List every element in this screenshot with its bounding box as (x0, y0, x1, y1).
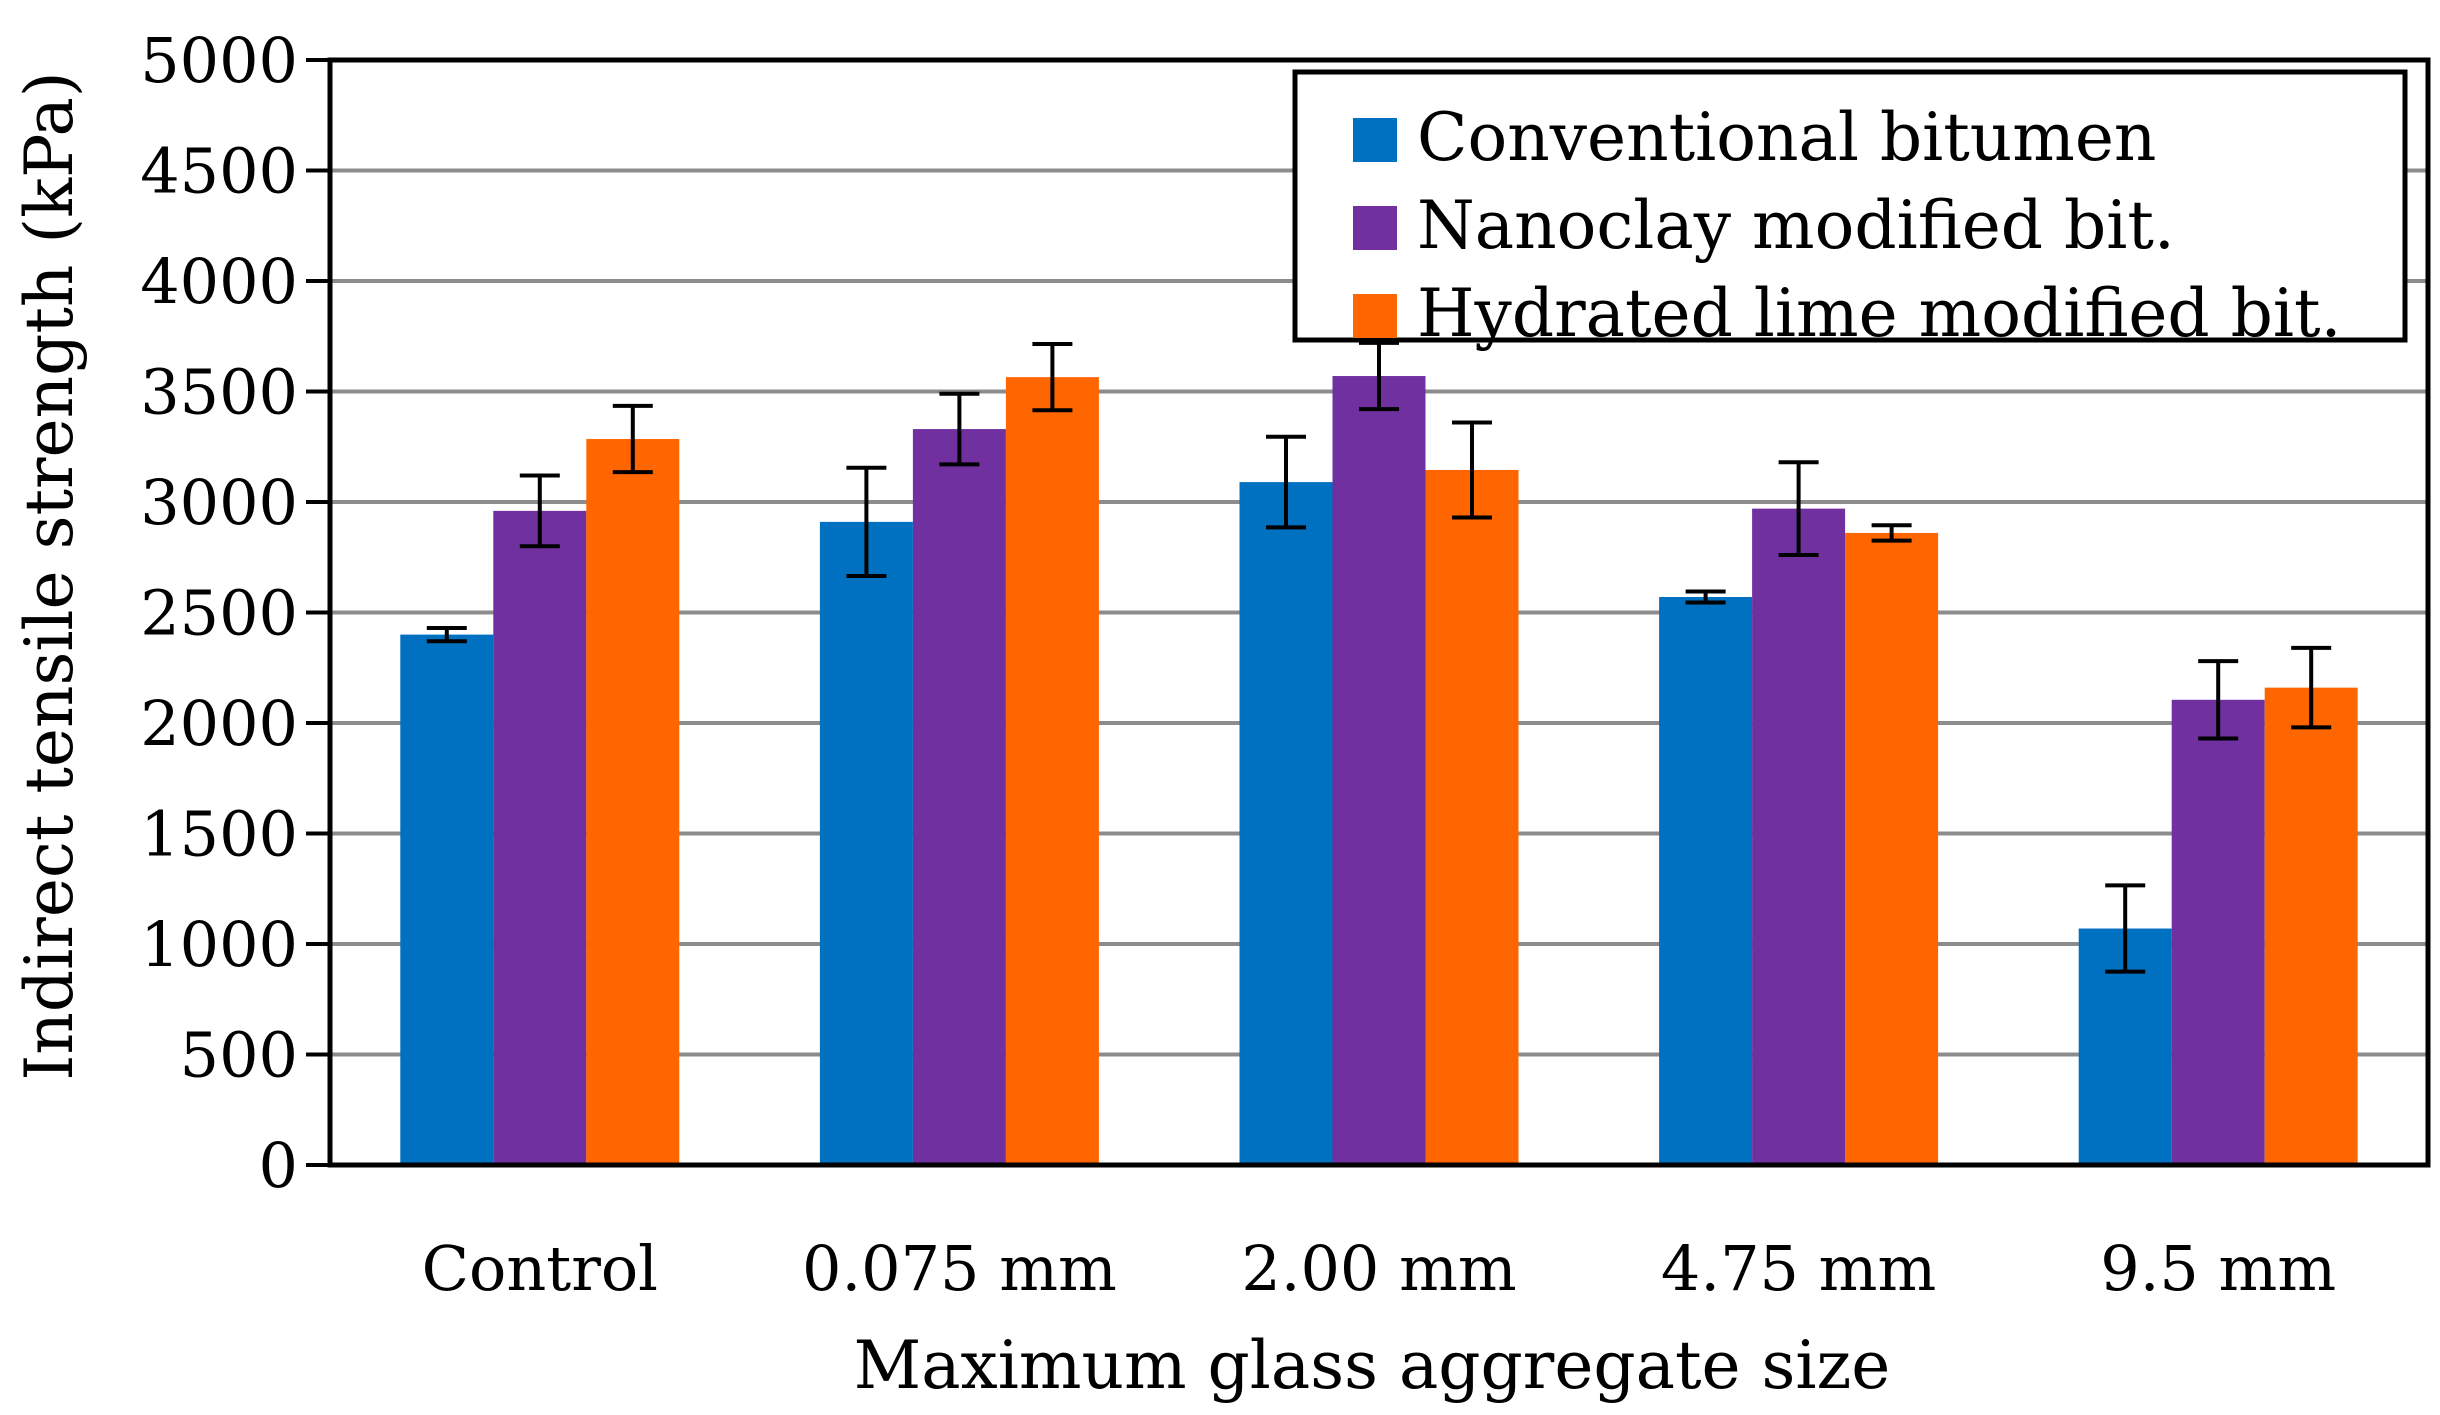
y-tick-label: 5000 (140, 24, 298, 97)
x-axis-title: Maximum glass aggregate size (854, 1327, 1891, 1404)
bar (1659, 597, 1753, 1165)
bar (586, 439, 680, 1165)
error-bars (426, 340, 2332, 974)
y-tick-label: 1000 (140, 908, 298, 981)
legend-label: Conventional bitumen (1417, 99, 2156, 176)
bar (912, 429, 1006, 1165)
y-tick-label: 4500 (140, 135, 298, 208)
bar (1425, 469, 1519, 1166)
x-tick-label: 2.00 mm (1241, 1232, 1516, 1305)
bar (2264, 687, 2358, 1165)
legend: Conventional bitumen Nanoclay modified bi… (1292, 69, 2408, 352)
legend-swatch (1353, 294, 1397, 338)
x-tick-labels: Control 0.075 mm 2.00 mm 4.75 mm 9.5 mm (422, 1232, 2337, 1305)
bar (819, 521, 913, 1165)
x-tick-label: 4.75 mm (1661, 1232, 1936, 1305)
legend-box (1292, 69, 2408, 343)
bar (2171, 699, 2265, 1165)
y-tick-labels: 0 500 1000 1500 2000 2500 3000 3500 4000 4500 5000 (140, 24, 298, 1202)
x-tick-label: Control (422, 1232, 658, 1305)
bar (1845, 532, 1939, 1165)
y-tick-label: 4000 (140, 245, 298, 318)
y-tick-label: 1500 (140, 798, 298, 871)
bar (1752, 508, 1846, 1165)
y-tick-label: 500 (180, 1019, 298, 1092)
y-tick-label: 3500 (140, 356, 298, 429)
y-tick-label: 2000 (140, 687, 298, 760)
legend-label: Hydrated lime modified bit. (1417, 275, 2341, 352)
bar (400, 634, 494, 1165)
bar (493, 510, 587, 1166)
y-axis-title: Indirect tensile strength (kPa) (11, 71, 88, 1080)
bar (1005, 377, 1099, 1165)
y-tick-label: 0 (259, 1129, 298, 1202)
x-tick-label: 0.075 mm (802, 1232, 1117, 1305)
plot-frame (327, 57, 2431, 1168)
y-tick-label: 2500 (140, 577, 298, 650)
axes (306, 57, 2431, 1168)
legend-label: Nanoclay modified bit. (1417, 187, 2175, 264)
bar (1332, 376, 1426, 1165)
x-tick-label: 9.5 mm (2100, 1232, 2336, 1305)
y-tick-label: 3000 (140, 466, 298, 539)
legend-swatch (1353, 206, 1397, 250)
bars (400, 376, 2358, 1166)
bar (1239, 482, 1333, 1165)
legend-swatch (1353, 118, 1397, 162)
